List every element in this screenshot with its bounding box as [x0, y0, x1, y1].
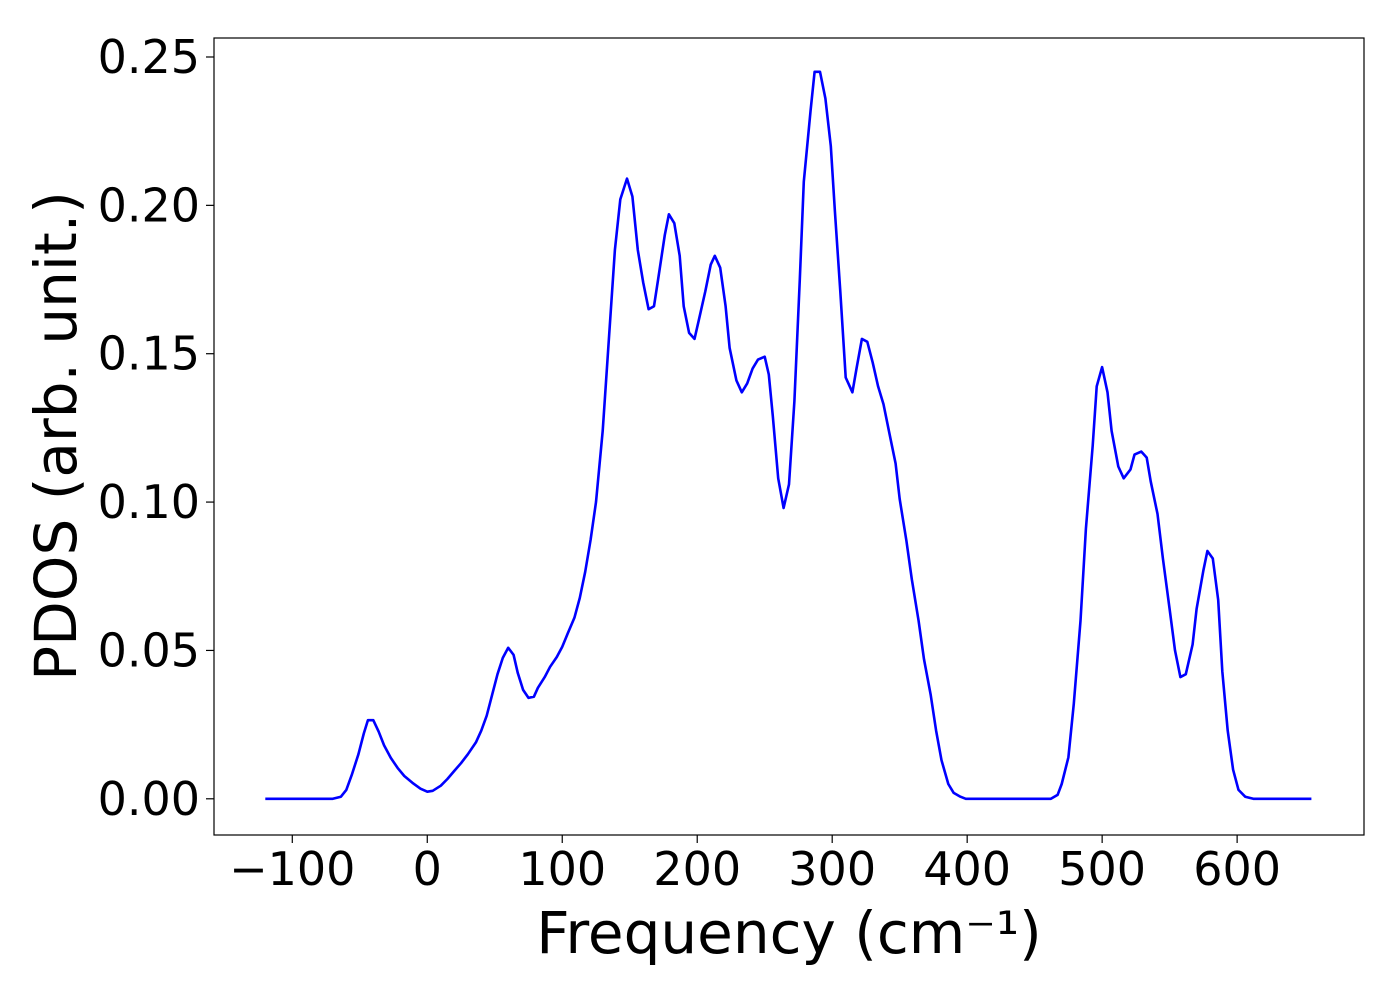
x-tick-label: 300 — [788, 842, 876, 896]
x-tick-label: 400 — [923, 842, 1011, 896]
x-tick-label: 100 — [518, 842, 606, 896]
y-tick-label: 0.05 — [98, 623, 200, 677]
x-axis-label: Frequency (cm⁻¹) — [536, 899, 1042, 967]
y-tick-label: 0.10 — [98, 475, 200, 529]
y-tick-label: 0.00 — [98, 772, 200, 826]
y-tick-label: 0.25 — [98, 30, 200, 84]
x-tick-label: 0 — [413, 842, 442, 896]
x-tick-label: −100 — [229, 842, 355, 896]
x-tick-label: 600 — [1193, 842, 1281, 896]
x-tick-label: 500 — [1058, 842, 1146, 896]
plot-frame — [213, 37, 1365, 836]
x-tick-label: 200 — [653, 842, 741, 896]
pdos-line — [265, 70, 1312, 801]
y-tick-label: 0.20 — [98, 178, 200, 232]
y-axis-label: PDOS (arb. unit.) — [22, 191, 90, 681]
y-tick-label: 0.15 — [98, 327, 200, 381]
